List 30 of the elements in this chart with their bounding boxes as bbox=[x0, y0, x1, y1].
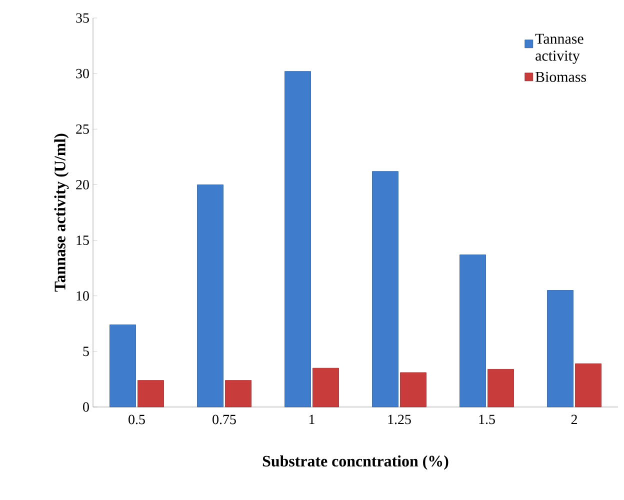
legend-label: Tannase activity bbox=[535, 34, 584, 64]
y-tick-label: 5 bbox=[83, 346, 89, 356]
bar bbox=[372, 171, 398, 408]
y-tick-label: 30 bbox=[76, 68, 89, 78]
x-tick-label: 1.25 bbox=[388, 414, 411, 424]
x-axis-title: Substrate concntration (%) bbox=[262, 455, 448, 470]
bar bbox=[110, 324, 136, 408]
bar bbox=[197, 184, 224, 408]
y-tick-label: 15 bbox=[76, 236, 89, 245]
bar bbox=[575, 363, 602, 408]
y-axis-title: Tannase activity (U/ml) bbox=[54, 134, 69, 292]
bar bbox=[547, 290, 574, 408]
x-tick-label: 1 bbox=[309, 414, 314, 424]
x-tick-label: 1.5 bbox=[479, 414, 495, 424]
bar bbox=[400, 372, 426, 408]
x-tick-label: 0.75 bbox=[212, 414, 236, 424]
y-tick-label: 25 bbox=[76, 124, 89, 134]
bar bbox=[225, 380, 252, 408]
y-tick-label: 35 bbox=[76, 13, 89, 23]
y-tick-label: 20 bbox=[76, 180, 89, 190]
x-tick-label: 0.5 bbox=[128, 414, 145, 424]
y-tick-label: 0 bbox=[83, 402, 89, 412]
bar bbox=[488, 369, 514, 408]
x-tick-label: 2 bbox=[571, 414, 577, 424]
bar bbox=[138, 380, 164, 408]
bar bbox=[284, 71, 311, 408]
bar bbox=[312, 368, 339, 408]
bar bbox=[460, 254, 486, 408]
legend-label: Biomass bbox=[536, 72, 586, 82]
y-tick-label: 10 bbox=[76, 291, 89, 301]
